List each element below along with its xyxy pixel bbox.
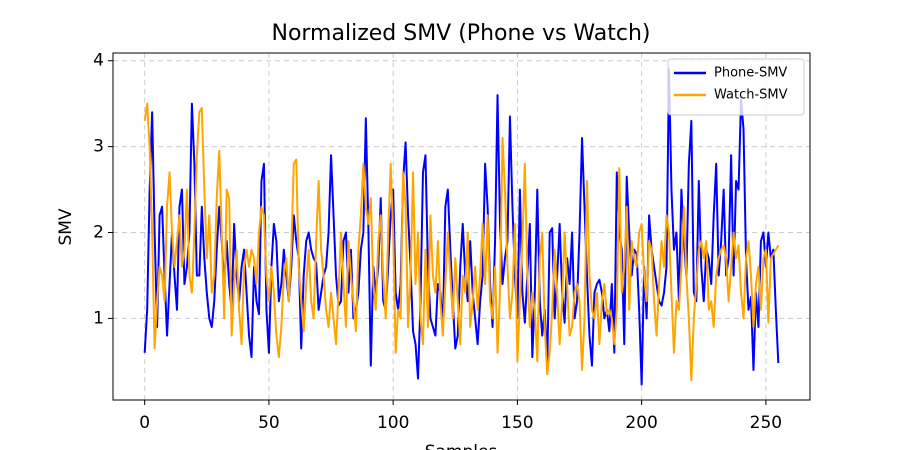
line-series xyxy=(143,102,780,382)
y-tick-label: 3 xyxy=(93,137,104,157)
line-series xyxy=(143,68,780,386)
x-tick-label: 150 xyxy=(501,413,533,433)
plot-frame xyxy=(112,52,811,401)
x-tick-label: 50 xyxy=(258,413,280,433)
x-tick-label: 100 xyxy=(377,413,409,433)
y-tick-label: 4 xyxy=(93,51,104,71)
legend-label: Watch-SMV xyxy=(714,88,788,103)
legend-label: Phone-SMV xyxy=(714,66,787,81)
x-axis-label: Samples xyxy=(425,442,498,450)
x-tick-label: 0 xyxy=(139,413,150,433)
y-tick-label: 2 xyxy=(93,223,104,243)
legend: Phone-SMV Watch-SMV xyxy=(667,58,805,116)
chart-title: Normalized SMV (Phone vs Watch) xyxy=(271,21,650,46)
y-tick-label: 1 xyxy=(93,308,104,328)
y-axis-label: SMV xyxy=(56,208,76,245)
x-tick-label: 200 xyxy=(625,413,657,433)
x-tick-label: 250 xyxy=(750,413,782,433)
